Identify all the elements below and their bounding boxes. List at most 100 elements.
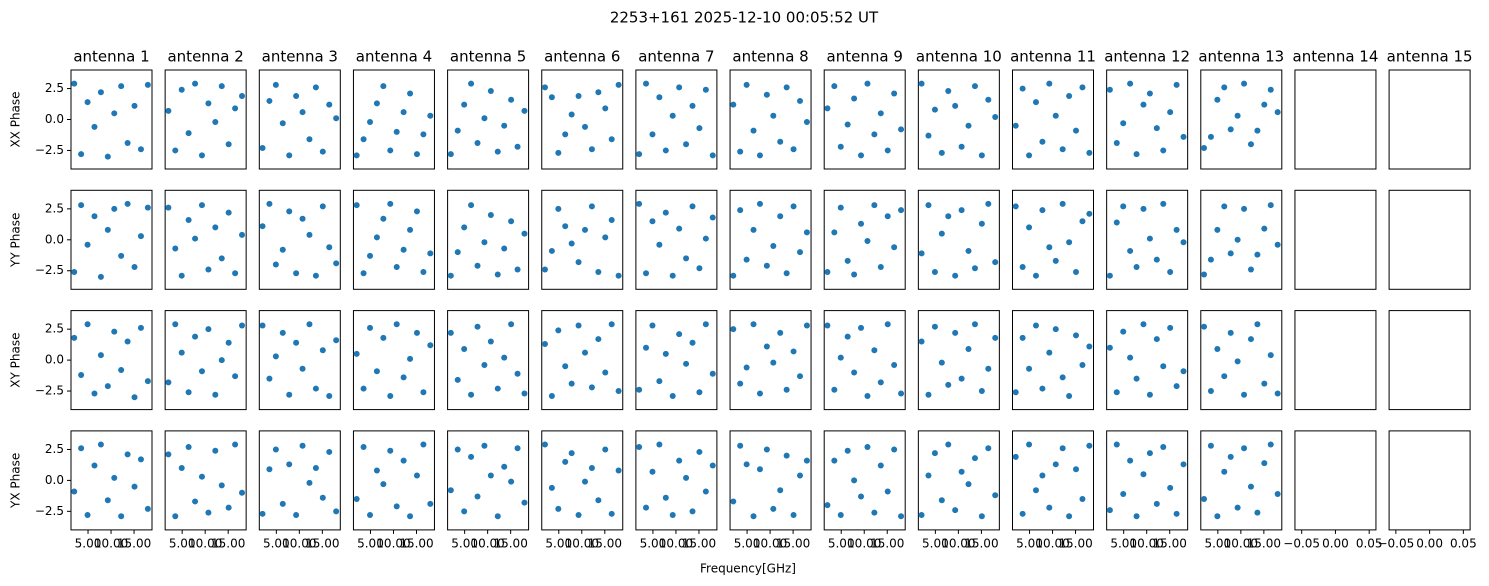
point (938, 497, 945, 504)
point (1227, 453, 1234, 460)
x-tick-label: 5.00 (828, 536, 855, 550)
point (91, 213, 98, 220)
point (756, 200, 763, 207)
point (144, 505, 151, 512)
panel-frame (917, 310, 1000, 411)
point (266, 466, 273, 473)
panel-frame (164, 310, 247, 411)
point (78, 151, 85, 158)
x-tick-label: 5.00 (545, 536, 572, 550)
point (877, 110, 884, 117)
point (198, 152, 205, 159)
point (312, 84, 319, 91)
point (803, 322, 810, 329)
point (582, 226, 589, 233)
point (172, 147, 179, 154)
point (985, 365, 992, 372)
x-tick-label: 10.00 (753, 536, 787, 550)
point (898, 513, 905, 520)
point (978, 152, 985, 159)
point (750, 127, 757, 134)
point (1160, 363, 1167, 370)
point (730, 498, 737, 505)
point (978, 388, 985, 395)
point (548, 94, 555, 101)
point (938, 149, 945, 156)
point (286, 461, 293, 468)
point (1227, 329, 1234, 336)
point (858, 220, 865, 227)
point (1133, 375, 1140, 382)
panel-frame (352, 69, 435, 170)
point (555, 149, 562, 156)
point (783, 270, 790, 277)
point (97, 89, 104, 96)
point (1167, 484, 1174, 491)
point (1073, 268, 1080, 275)
point (1079, 495, 1086, 502)
point (212, 224, 219, 231)
point (124, 451, 131, 458)
point (312, 385, 319, 392)
point (844, 447, 851, 454)
point (790, 512, 797, 519)
chart-title: 2253+161 2025-12-10 00:05:52 UT (610, 9, 879, 27)
point (1247, 483, 1254, 490)
point (1052, 112, 1059, 119)
point (790, 348, 797, 355)
point (562, 131, 569, 138)
point (925, 391, 932, 398)
point (427, 250, 434, 257)
point (1012, 453, 1019, 460)
point (178, 465, 185, 472)
y-tick-label: 0.0 (45, 112, 64, 126)
point (293, 339, 300, 346)
point (1207, 133, 1214, 140)
x-tick-label: 10.00 (470, 536, 504, 550)
point (373, 234, 380, 241)
x-tick-label: 5.00 (922, 536, 949, 550)
point (306, 321, 313, 328)
point (326, 448, 333, 455)
point (454, 446, 461, 453)
point (1106, 507, 1113, 514)
point (864, 238, 871, 245)
panel-frame (1200, 69, 1283, 170)
point (608, 510, 615, 517)
point (1261, 460, 1268, 467)
point (178, 272, 185, 279)
point (218, 255, 225, 262)
panel-frame (823, 430, 906, 531)
point (669, 392, 676, 399)
point (851, 271, 858, 278)
panel-title: antenna 7 (638, 48, 714, 66)
point (1032, 272, 1039, 279)
point (763, 343, 770, 350)
x-tick-label: 15.00 (211, 536, 245, 550)
point (965, 247, 972, 254)
x-tick-label: 15.00 (964, 536, 998, 550)
point (118, 252, 125, 259)
point (218, 482, 225, 489)
point (615, 272, 622, 279)
point (662, 209, 669, 216)
point (78, 202, 85, 209)
point (111, 328, 118, 335)
point (1241, 205, 1248, 212)
point (898, 390, 905, 397)
point (689, 203, 696, 210)
point (1241, 391, 1248, 398)
point (1052, 461, 1059, 468)
point (737, 380, 744, 387)
point (1274, 241, 1281, 248)
point (1106, 272, 1113, 279)
panel-frame (258, 69, 341, 170)
point (1046, 504, 1053, 511)
point (1241, 445, 1248, 452)
point (831, 457, 838, 464)
point (1113, 219, 1120, 226)
point (864, 392, 871, 399)
x-tick-label: 0.05 (1356, 536, 1383, 550)
panel-frame (1388, 189, 1471, 290)
point (555, 205, 562, 212)
